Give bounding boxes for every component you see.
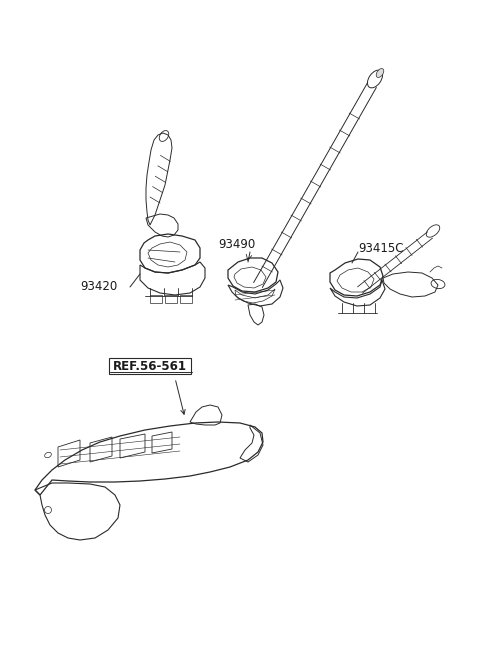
Text: 93490: 93490 [218, 238, 255, 252]
Bar [165, 295, 177, 303]
Bar [150, 295, 162, 303]
Ellipse shape [376, 69, 384, 77]
Text: 93420: 93420 [80, 280, 117, 293]
Bar [180, 295, 192, 303]
Text: 93415C: 93415C [358, 242, 404, 255]
Text: REF.56-561: REF.56-561 [113, 360, 187, 373]
